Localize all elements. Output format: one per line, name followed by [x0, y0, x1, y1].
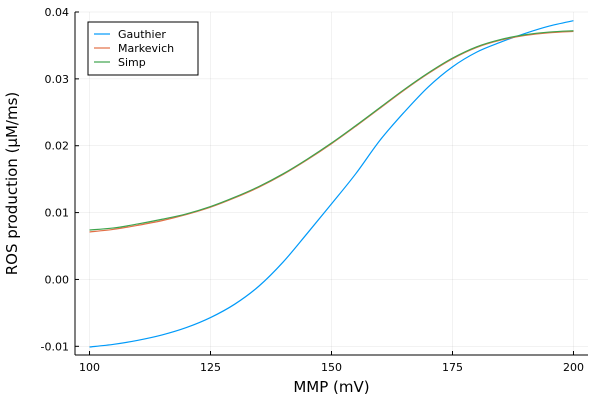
- y-tick-label: 0.00: [45, 273, 70, 286]
- y-tick-label: 0.01: [45, 207, 70, 220]
- axes: [74, 11, 588, 356]
- tick-labels: 100 125 150 175 200 -0.01 0.00 0.01 0.02 0.03 0.04: [41, 6, 584, 374]
- y-tick-label: 0.02: [45, 140, 70, 153]
- y-tick-label: 0.03: [45, 73, 70, 86]
- x-tick-label: 175: [442, 361, 463, 374]
- y-tick-label: 0.04: [45, 6, 70, 19]
- x-axis-label: MMP (mV): [293, 378, 369, 396]
- legend-label: Simp: [118, 56, 146, 69]
- y-tick-label: -0.01: [41, 340, 69, 353]
- series-line-simp: [89, 30, 574, 231]
- x-tick-label: 200: [563, 361, 584, 374]
- legend-label: Gauthier: [118, 28, 166, 41]
- series-lines: [89, 20, 574, 348]
- series-line-gauthier: [89, 20, 574, 348]
- grid-lines: [75, 11, 588, 355]
- x-tick-label: 100: [79, 361, 100, 374]
- x-tick-label: 125: [200, 361, 221, 374]
- y-axis-label: ROS production (μM/ms): [3, 92, 21, 276]
- legend-label: Markevich: [118, 42, 174, 55]
- x-tick-label: 150: [321, 361, 342, 374]
